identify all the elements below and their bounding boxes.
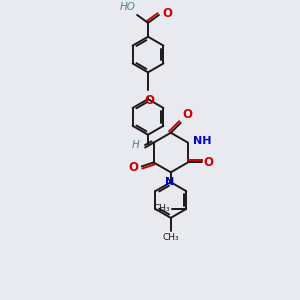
Text: CH₃: CH₃ xyxy=(154,204,170,213)
Text: NH: NH xyxy=(193,136,212,146)
Text: H: H xyxy=(131,140,139,150)
Text: O: O xyxy=(163,8,173,20)
Text: CH₃: CH₃ xyxy=(163,233,179,242)
Text: O: O xyxy=(129,161,139,174)
Text: N: N xyxy=(165,177,174,187)
Text: O: O xyxy=(183,108,193,121)
Text: O: O xyxy=(204,156,214,169)
Text: HO: HO xyxy=(119,2,135,12)
Text: O: O xyxy=(144,94,154,107)
